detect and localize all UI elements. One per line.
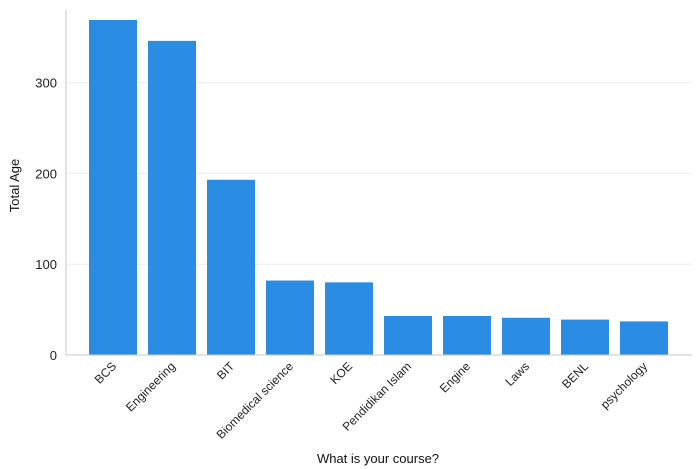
bar [384, 315, 432, 355]
bar [620, 321, 668, 355]
bar [502, 317, 550, 355]
y-tick-label: 100 [35, 257, 57, 272]
bar [325, 282, 373, 355]
y-tick-label: 200 [35, 166, 57, 181]
bars [89, 19, 668, 356]
x-tick-label: BIT [214, 359, 238, 383]
y-tick-label: 300 [35, 76, 57, 91]
y-tick-label: 0 [50, 348, 57, 363]
bar [89, 19, 137, 355]
x-tick-label: Laws [502, 359, 532, 389]
bar [561, 319, 609, 355]
x-tick-label: BENL [559, 359, 591, 391]
bar [207, 179, 255, 355]
x-tick-label: BCS [92, 359, 119, 386]
x-tick-label: KOE [327, 359, 355, 387]
bar [266, 280, 314, 355]
x-tick-label: Engine [437, 359, 474, 396]
y-axis-title: Total Age [7, 159, 22, 213]
x-tick-label: Engineering [123, 359, 178, 414]
y-tick-labels: 0 100 200 300 [35, 76, 57, 363]
x-axis-title: What is your course? [317, 451, 439, 466]
bar [443, 315, 491, 355]
bar [148, 40, 196, 356]
x-tick-label: psychology [598, 359, 650, 411]
